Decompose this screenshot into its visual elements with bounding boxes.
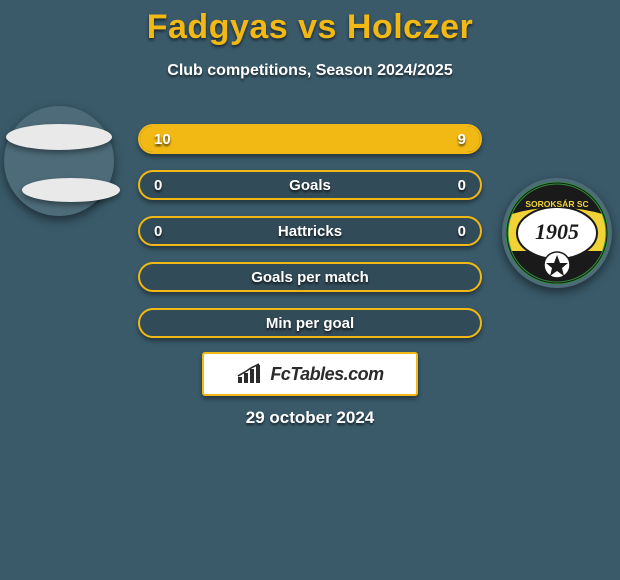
stat-row-hattricks: 0 Hattricks 0 — [138, 216, 482, 246]
brand-text: FcTables.com — [270, 364, 383, 385]
stat-left-value: 0 — [154, 223, 162, 240]
stat-row-matches: 10 Matches 9 — [138, 124, 482, 154]
page-title: Fadgyas vs Holczer — [0, 8, 620, 47]
stat-label: Goals — [289, 177, 331, 194]
stat-row-min-per-goal: Min per goal — [138, 308, 482, 338]
club-crest-icon: 1905 SOROKSÁR SC — [505, 181, 609, 285]
bar-chart-icon — [236, 363, 264, 385]
comparison-card: Fadgyas vs Holczer Club competitions, Se… — [0, 0, 620, 580]
stat-right-value: 9 — [458, 131, 466, 148]
stat-label: Min per goal — [266, 315, 354, 332]
left-oval-2 — [22, 178, 120, 202]
stat-label: Goals per match — [251, 269, 369, 286]
crest-name: SOROKSÁR SC — [525, 199, 588, 209]
crest-year: 1905 — [535, 219, 579, 244]
stat-label: Hattricks — [278, 223, 342, 240]
stat-row-goals-per-match: Goals per match — [138, 262, 482, 292]
stat-right-value: 0 — [458, 223, 466, 240]
date-line: 29 october 2024 — [0, 408, 620, 428]
brand-badge: FcTables.com — [202, 352, 418, 396]
left-oval-1 — [6, 124, 112, 150]
stat-row-goals: 0 Goals 0 — [138, 170, 482, 200]
stat-fill-right — [320, 126, 480, 152]
season-subtitle: Club competitions, Season 2024/2025 — [0, 62, 620, 80]
stat-left-value: 10 — [154, 131, 171, 148]
stat-right-value: 0 — [458, 177, 466, 194]
stat-left-value: 0 — [154, 177, 162, 194]
